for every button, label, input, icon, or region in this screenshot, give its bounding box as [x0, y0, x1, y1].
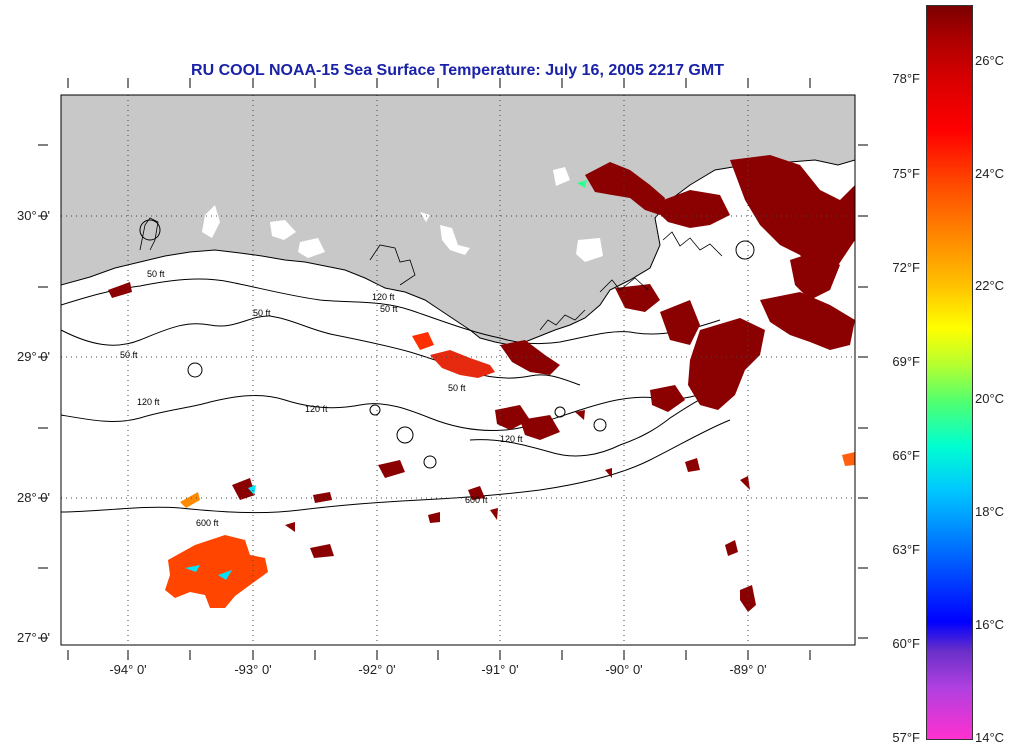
- contour-label: 50 ft: [147, 269, 165, 279]
- graticule: [61, 95, 855, 645]
- longitude-label: -94° 0': [109, 662, 147, 677]
- celsius-label: 18°C: [975, 504, 1005, 519]
- fahrenheit-label: 57°F: [892, 730, 920, 745]
- contour-label: 600 ft: [196, 518, 219, 528]
- latitude-label: 28° 0': [17, 490, 50, 505]
- contour-label: 120 ft: [500, 434, 523, 444]
- celsius-label: 22°C: [975, 278, 1005, 293]
- fahrenheit-label: 63°F: [892, 542, 920, 557]
- contour-label: 50 ft: [380, 304, 398, 314]
- longitude-label: -91° 0': [481, 662, 519, 677]
- map-title: RU COOL NOAA-15 Sea Surface Temperature:…: [191, 62, 724, 79]
- fahrenheit-label: 78°F: [892, 71, 920, 86]
- contour-50ft-inner: [61, 315, 581, 386]
- fahrenheit-label: 75°F: [892, 166, 920, 181]
- longitude-label: -93° 0': [234, 662, 272, 677]
- contour-600ft: [61, 419, 731, 514]
- contour-120ft-b: [469, 391, 721, 457]
- contour-label: 50 ft: [253, 308, 271, 318]
- coastline-detail: [139, 217, 723, 331]
- latitude-label: 29° 0': [17, 349, 50, 364]
- cloud-mask: [202, 167, 603, 262]
- contour-label: 120 ft: [372, 292, 395, 302]
- fahrenheit-label: 72°F: [892, 260, 920, 275]
- contour-label: 50 ft: [120, 350, 138, 360]
- celsius-label: 24°C: [975, 166, 1005, 181]
- celsius-label: 16°C: [975, 617, 1005, 632]
- celsius-label: 14°C: [975, 730, 1005, 745]
- longitude-label: -90° 0': [605, 662, 643, 677]
- map-frame: [60, 94, 856, 646]
- sst-warm-patches: [108, 155, 855, 612]
- contour-label: 50 ft: [448, 383, 466, 393]
- contour-50ft: [61, 278, 721, 345]
- longitude-label: -92° 0': [358, 662, 396, 677]
- latitude-label: 27° 0': [17, 630, 50, 645]
- longitude-label: -89° 0': [729, 662, 767, 677]
- fahrenheit-label: 66°F: [892, 448, 920, 463]
- celsius-label: 20°C: [975, 391, 1005, 406]
- fahrenheit-label: 60°F: [892, 636, 920, 651]
- celsius-label: 26°C: [975, 53, 1005, 68]
- temperature-colorbar: [926, 5, 973, 740]
- bathymetry-contours: [61, 187, 803, 514]
- axis-ticks: [38, 78, 868, 660]
- fahrenheit-label: 69°F: [892, 354, 920, 369]
- land-area: [61, 95, 855, 346]
- latitude-label: 30° 0': [17, 208, 50, 223]
- contour-label: 120 ft: [137, 397, 160, 407]
- contour-label: 600 ft: [465, 495, 488, 505]
- contour-120ft: [61, 387, 721, 431]
- contour-label: 120 ft: [305, 404, 328, 414]
